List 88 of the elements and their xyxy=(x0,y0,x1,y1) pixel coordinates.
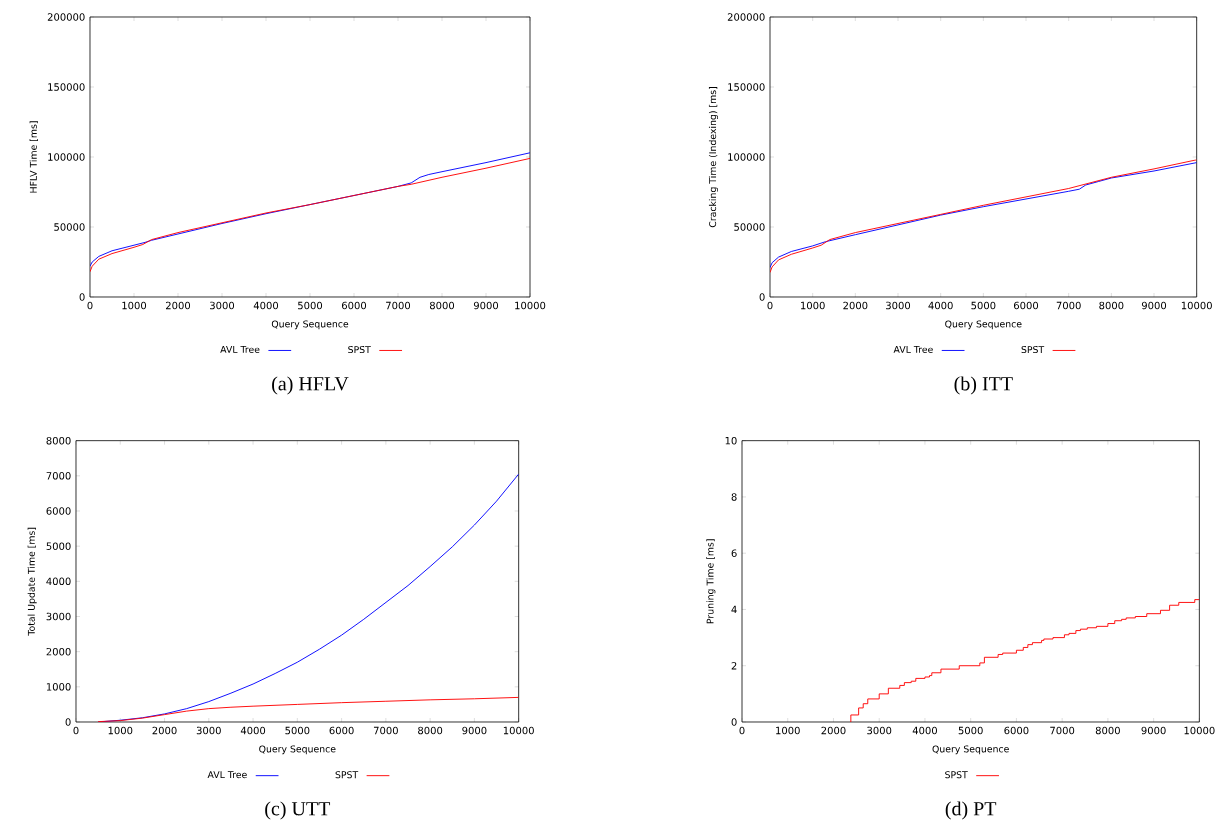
x-tick-label: 4000 xyxy=(253,301,279,310)
x-tick-label: 9000 xyxy=(473,301,499,310)
x-tick-label: 10000 xyxy=(1181,301,1212,310)
y-tick-label: 0 xyxy=(79,293,85,301)
x-tick-label: 5000 xyxy=(298,301,323,310)
x-axis-title: Query Sequence xyxy=(271,320,349,330)
x-tick-label: 0 xyxy=(73,726,79,735)
legend-label: SPST xyxy=(335,771,359,779)
x-tick-label: 5000 xyxy=(285,726,310,735)
x-tick-label: 0 xyxy=(767,301,773,310)
legend-label: SPST xyxy=(348,346,371,354)
x-tick-label: 9000 xyxy=(1141,301,1167,310)
x-tick-label: 3000 xyxy=(196,726,221,735)
y-tick-label: 2000 xyxy=(46,647,71,656)
y-tick-label: 2 xyxy=(731,662,737,670)
x-axis-title: Query Sequence xyxy=(945,320,1022,330)
x-tick-label: 7000 xyxy=(373,726,398,735)
y-tick-label: 0 xyxy=(731,718,737,726)
x-tick-label: 2000 xyxy=(152,726,177,735)
y-tick-label: 200000 xyxy=(727,13,765,21)
legend-label: SPST xyxy=(1021,346,1045,354)
x-axis-title: Query Sequence xyxy=(259,745,336,755)
y-axis-title: Cracking Time (Indexing) [ms] xyxy=(708,87,718,228)
legend-label: AVL Tree xyxy=(893,346,933,353)
x-tick-label: 6000 xyxy=(1013,301,1039,310)
y-tick-label: 100000 xyxy=(48,153,85,161)
text: (a) HFLV xyxy=(272,376,349,395)
y-tick-label: 150000 xyxy=(728,83,765,91)
y-tick-label: 4000 xyxy=(46,577,71,586)
x-tick-label: 5000 xyxy=(971,301,996,310)
x-tick-label: 1000 xyxy=(108,726,133,735)
y-tick-label: 200000 xyxy=(47,13,85,21)
x-tick-label: 3000 xyxy=(886,301,911,310)
line-series xyxy=(97,696,519,722)
y-tick-label: 0 xyxy=(65,718,71,726)
legend-label: AVL Tree xyxy=(207,771,247,779)
x-tick-label: 1000 xyxy=(801,301,825,310)
x-tick-label: 3000 xyxy=(210,301,235,310)
y-tick-label: 150000 xyxy=(48,83,85,91)
x-tick-label: 10000 xyxy=(515,301,546,310)
x-tick-label: 9000 xyxy=(462,726,487,735)
text: (d) PT xyxy=(945,801,997,820)
x-tick-label: 9000 xyxy=(1141,726,1166,735)
x-tick-label: 7000 xyxy=(1056,301,1081,310)
x-tick-label: 10000 xyxy=(1184,726,1215,735)
x-tick-label: 5000 xyxy=(958,726,983,735)
x-axis-title: Query Sequence xyxy=(932,745,1009,755)
x-tick-label: 8000 xyxy=(1095,726,1120,735)
x-tick-label: 1000 xyxy=(122,301,147,310)
y-tick-label: 4 xyxy=(731,605,737,614)
y-tick-label: 7000 xyxy=(46,472,71,480)
x-tick-label: 7000 xyxy=(386,301,411,310)
x-tick-label: 6000 xyxy=(329,726,354,735)
x-tick-label: 3000 xyxy=(867,726,892,735)
x-tick-label: 8000 xyxy=(429,301,455,310)
y-tick-label: 100000 xyxy=(728,153,765,161)
legend-label: SPST xyxy=(945,771,968,779)
x-tick-label: 4000 xyxy=(928,301,953,310)
y-axis-title: HFLV Time [ms] xyxy=(29,121,38,193)
x-tick-label: 0 xyxy=(87,301,93,310)
x-tick-label: 6000 xyxy=(1004,726,1029,735)
x-tick-label: 2000 xyxy=(821,726,846,735)
x-tick-label: 8000 xyxy=(418,726,443,735)
x-tick-label: 6000 xyxy=(341,301,367,310)
x-tick-label: 4000 xyxy=(912,726,937,735)
x-tick-label: 2000 xyxy=(166,301,191,310)
y-tick-label: 0 xyxy=(759,293,765,301)
legend-label: AVL Tree xyxy=(220,346,260,353)
y-tick-label: 3000 xyxy=(46,612,71,621)
y-tick-label: 6 xyxy=(731,549,737,557)
y-tick-label: 6000 xyxy=(46,507,71,515)
y-tick-label: 5000 xyxy=(46,542,71,550)
y-axis-title: Total Update Time [ms] xyxy=(27,527,37,636)
x-tick-label: 10000 xyxy=(503,726,534,735)
text: (b) ITT xyxy=(954,376,1013,395)
x-tick-label: 1000 xyxy=(776,726,800,735)
y-tick-label: 10 xyxy=(725,436,737,445)
y-tick-label: 1000 xyxy=(46,683,71,691)
x-tick-label: 2000 xyxy=(843,301,868,310)
y-tick-label: 50000 xyxy=(54,223,85,231)
y-tick-label: 8000 xyxy=(46,436,71,445)
y-tick-label: 50000 xyxy=(734,223,765,231)
text: (c) UTT xyxy=(265,801,331,820)
x-tick-label: 7000 xyxy=(1050,726,1075,735)
y-tick-label: 8 xyxy=(731,493,737,501)
x-tick-label: 8000 xyxy=(1099,301,1124,310)
x-tick-label: 4000 xyxy=(240,726,266,735)
y-axis-title: Pruning Time [ms] xyxy=(706,539,716,624)
